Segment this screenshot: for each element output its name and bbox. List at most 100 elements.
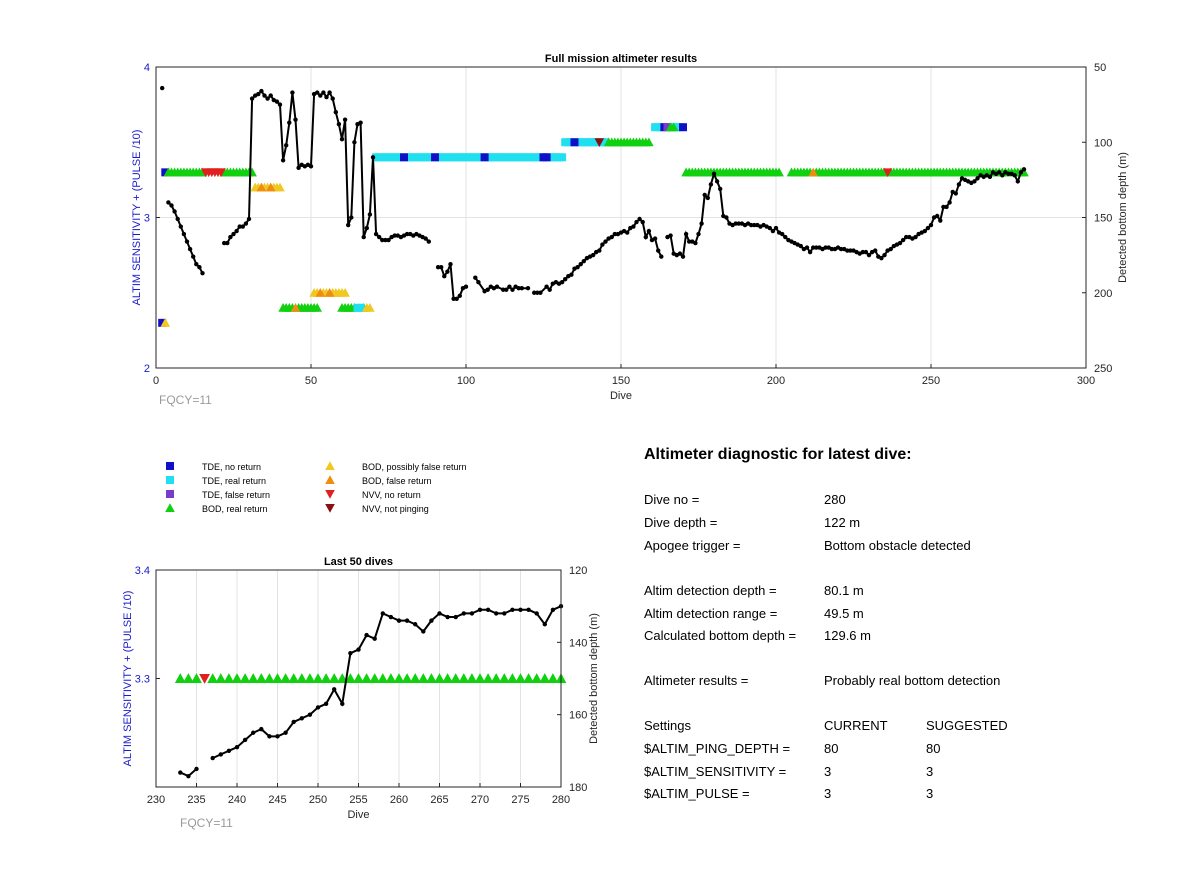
tde-no-marker [161,168,170,177]
bod-real-marker [264,673,275,683]
depth-point [307,712,313,717]
depth-point [873,248,878,253]
depth-point [429,618,434,623]
bod-possible-marker [325,461,335,470]
depth-point [396,618,402,623]
depth-point [780,231,785,237]
bod-real-marker [401,673,413,683]
dive-depth-label: Dive depth = [644,515,718,530]
bod-real-marker [239,673,251,683]
chart-title: Last 50 dives [324,556,393,568]
depth-point [348,650,353,656]
x-tick-label: 245 [268,794,286,806]
depth-point [485,287,490,292]
depth-point [413,622,418,627]
bod-real-marker [450,673,462,683]
depth-point [612,231,617,237]
depth-point [804,245,810,250]
depth-point [783,234,788,240]
depth-point [749,222,754,228]
sensitivity-suggested: 3 [926,764,934,779]
depth-point [693,240,698,246]
detection-range-value: 49.5 m [824,606,864,621]
altimeter-diagnostic-panel: Altimeter diagnostic for latest dive: Di… [644,446,1164,801]
depth-point [702,192,707,198]
y-left-axis-label: ALTIM SENSITIVITY + (PULSE /10) [122,591,134,767]
depth-point [373,231,379,237]
bod-real-marker [523,673,534,683]
depth-point [507,284,512,289]
depth-point [1012,173,1017,178]
depth-point [280,158,286,163]
depth-point [838,246,844,252]
depth-point [603,239,608,244]
depth-point [451,296,456,301]
bod-real-marker [296,673,308,683]
depth-point [494,611,499,616]
depth-point [773,225,779,231]
bod-real-marker [426,673,437,683]
settings-label: Settings [644,718,691,733]
nvv-not-marker [325,504,335,513]
y-right-tick-label: 200 [1094,288,1112,300]
depth-point [913,234,918,240]
depth-point [380,611,385,616]
bod-false-marker [315,287,326,297]
depth-point [356,647,361,652]
legend-label: TDE, false return [202,490,270,500]
depth-point [342,117,348,122]
depth-point [453,614,458,620]
depth-point [370,155,376,160]
depth-point [299,716,304,721]
depth-point [882,252,887,258]
bod-possible-marker [340,287,350,297]
depth-point [888,246,893,252]
detection-depth-value: 80.1 m [824,583,864,598]
depth-point [953,191,958,196]
depth-point [277,102,283,107]
depth-point [683,231,689,237]
bod-false-marker [265,182,276,192]
depth-point [315,90,320,95]
depth-point [928,222,934,228]
bod-false-marker [256,182,267,192]
depth-point [234,745,240,750]
depth-point [187,246,193,252]
depth-point [291,719,296,725]
depth-point [445,614,450,620]
ping-depth-current: 80 [824,741,839,756]
depth-point [315,705,321,710]
depth-point [284,143,289,148]
y-left-tick-label: 2 [144,363,150,375]
bod-real-marker [515,673,526,683]
depth-point [367,212,373,217]
bod-real-marker [547,673,559,683]
depth-point [904,234,909,240]
bod-possible-marker [365,303,375,312]
depth-point [860,249,865,255]
depth-point [237,224,242,229]
depth-point [457,293,462,298]
bod-real-marker [174,673,186,683]
nvv-no-marker [216,168,226,178]
dive-no-label: Dive no = [644,492,700,507]
altimeter-results-value: Probably real bottom detection [824,673,1001,688]
depth-point [590,252,596,258]
depth-point [262,93,267,98]
y-left-axis-label: ALTIM SENSITIVITY + (PULSE /10) [131,130,143,306]
depth-point [265,96,270,101]
current-header: CURRENT [824,718,888,733]
bod-real-marker [320,673,332,683]
altimeter-results-label: Altimeter results = [644,673,749,688]
depth-point [445,269,450,274]
x-tick-label: 150 [612,375,630,387]
depth-point [634,219,639,225]
depth-point [448,261,453,267]
x-tick-label: 270 [471,794,489,806]
depth-point [485,607,491,612]
depth-point [711,171,717,177]
depth-point [194,261,199,267]
bod-possible-marker [275,182,285,192]
depth-point [752,222,757,228]
y-right-tick-label: 50 [1094,62,1106,74]
